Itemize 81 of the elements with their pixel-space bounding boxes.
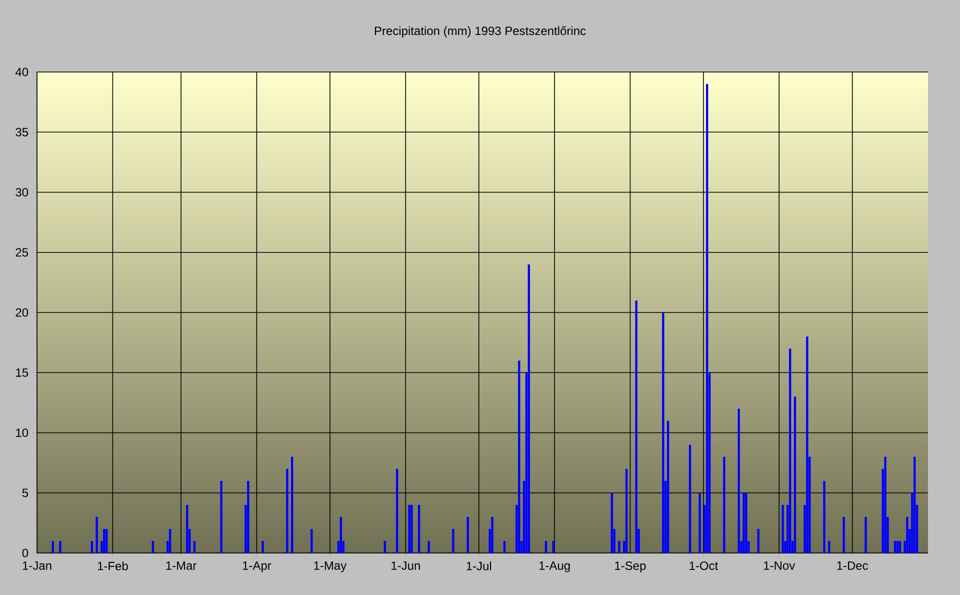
bar bbox=[906, 516, 908, 553]
bar bbox=[52, 540, 54, 553]
bar bbox=[688, 444, 692, 553]
bar bbox=[635, 300, 638, 553]
bar bbox=[262, 540, 264, 553]
bar bbox=[518, 360, 520, 553]
x-tick-label: 1-Jan bbox=[22, 561, 52, 570]
x-tick-label: 1-May bbox=[314, 561, 347, 572]
x-tick-label: 1-Sep bbox=[615, 561, 646, 572]
bar bbox=[103, 528, 106, 553]
bar bbox=[168, 528, 172, 553]
bar bbox=[310, 528, 313, 553]
bar bbox=[898, 540, 902, 553]
bar bbox=[410, 504, 413, 553]
x-tick-label: 1-Jul bbox=[466, 561, 492, 570]
bar bbox=[220, 480, 222, 553]
bar bbox=[662, 312, 664, 553]
bar bbox=[742, 492, 745, 553]
bar bbox=[408, 504, 410, 553]
bar bbox=[193, 540, 196, 553]
x-tick-label: 1-Nov bbox=[764, 561, 796, 570]
bar bbox=[418, 504, 420, 553]
bar bbox=[913, 456, 916, 553]
bar bbox=[782, 504, 784, 553]
bar bbox=[340, 516, 342, 553]
x-tick-label: 1-Oct bbox=[690, 561, 718, 570]
bar bbox=[794, 396, 796, 553]
bar bbox=[384, 540, 386, 553]
y-tick-label: 25 bbox=[16, 248, 28, 257]
bar bbox=[452, 528, 454, 553]
bar bbox=[491, 516, 494, 553]
x-tick-label: 1-Jun bbox=[392, 561, 420, 570]
bar bbox=[896, 540, 899, 553]
bar bbox=[745, 492, 748, 553]
bar bbox=[544, 540, 548, 553]
bar bbox=[806, 336, 808, 553]
y-tick-label: 20 bbox=[16, 308, 28, 317]
bar bbox=[59, 540, 62, 553]
bar bbox=[618, 540, 620, 553]
x-tick-label: 1-Apr bbox=[242, 561, 272, 572]
bar bbox=[788, 348, 792, 553]
y-tick-label: 10 bbox=[16, 428, 28, 437]
bar bbox=[552, 540, 554, 553]
x-tick-label: 1-Aug bbox=[539, 561, 570, 572]
bar bbox=[698, 492, 701, 553]
bar bbox=[894, 540, 896, 553]
bar bbox=[828, 540, 830, 553]
y-tick-label: 40 bbox=[15, 68, 28, 76]
bar bbox=[823, 480, 826, 553]
x-tick-label: 1-Dec bbox=[837, 561, 868, 570]
bar bbox=[884, 456, 886, 553]
bar bbox=[396, 468, 398, 553]
bar bbox=[428, 540, 430, 553]
bar bbox=[706, 84, 708, 553]
bar bbox=[723, 456, 726, 553]
bar bbox=[286, 468, 288, 553]
y-tick-label: 0 bbox=[22, 548, 28, 558]
bar bbox=[528, 264, 530, 553]
bar bbox=[105, 528, 108, 553]
bar bbox=[152, 540, 154, 553]
x-tick-label: 1-Mar bbox=[166, 561, 196, 570]
y-tick-label: 35 bbox=[16, 128, 28, 136]
bar bbox=[96, 516, 98, 553]
bar bbox=[247, 480, 250, 553]
bar bbox=[186, 504, 188, 553]
y-tick-label: 5 bbox=[22, 488, 28, 498]
chart-title: Precipitation (mm) 1993 Pestszentlőrinc bbox=[374, 26, 586, 38]
bar bbox=[610, 492, 613, 553]
x-tick-label: 1-Feb bbox=[98, 561, 128, 570]
bar bbox=[90, 540, 94, 553]
bar bbox=[625, 468, 628, 553]
bar bbox=[466, 516, 469, 553]
bar bbox=[757, 528, 760, 553]
y-tick-label: 15 bbox=[16, 368, 28, 377]
bar bbox=[864, 516, 867, 553]
bar bbox=[503, 540, 506, 553]
bar bbox=[291, 456, 294, 553]
bar bbox=[666, 420, 670, 553]
bar bbox=[738, 408, 740, 553]
y-tick-label: 30 bbox=[16, 188, 28, 196]
bar bbox=[842, 516, 845, 553]
